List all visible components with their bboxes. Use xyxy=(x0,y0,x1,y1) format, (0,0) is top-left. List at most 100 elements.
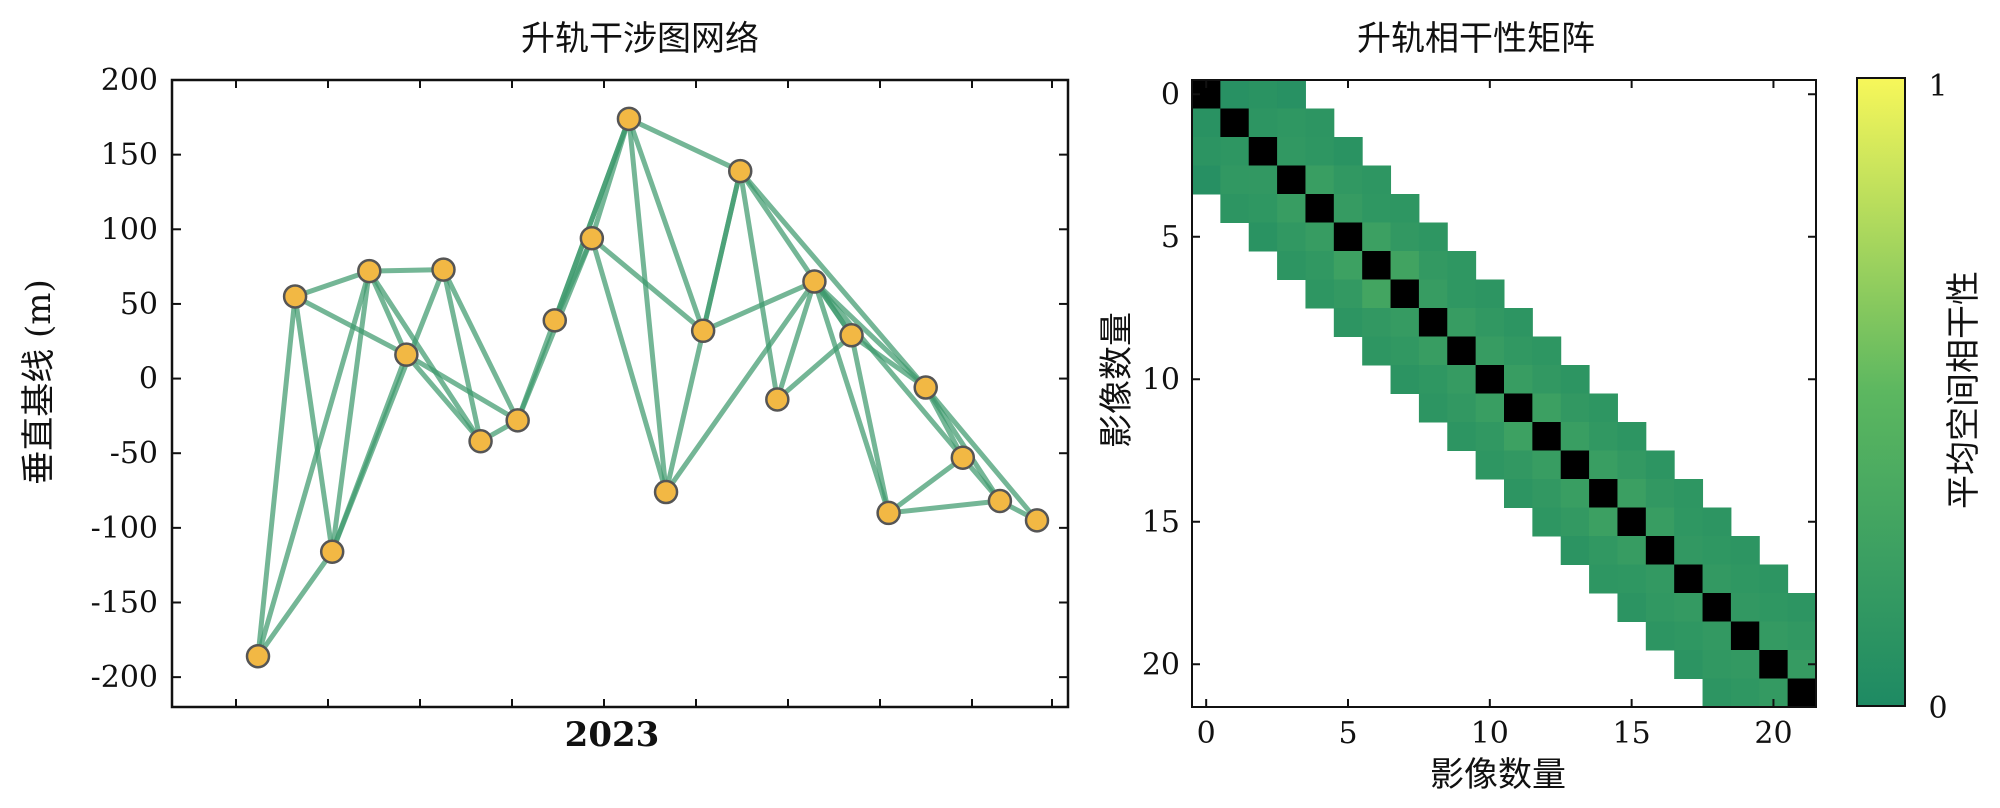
coherence-cell xyxy=(1504,308,1533,337)
diagonal-cell xyxy=(1730,621,1760,651)
network-edge xyxy=(403,352,521,423)
coherence-cell xyxy=(1475,450,1505,480)
coherence-cell xyxy=(1617,593,1647,622)
network-node xyxy=(653,479,679,505)
network-edge xyxy=(886,455,966,516)
network-edge xyxy=(626,116,669,495)
network-edge xyxy=(626,116,743,174)
coherence-cell xyxy=(1702,621,1732,651)
x-tick-label: 0 xyxy=(1197,716,1216,751)
network-node xyxy=(579,225,605,251)
coherence-cell xyxy=(1560,393,1590,423)
coherence-cell xyxy=(1475,308,1505,337)
coherence-cell xyxy=(1560,479,1590,508)
coherence-cell xyxy=(1333,165,1363,195)
coherence-cell xyxy=(1333,251,1363,280)
diagonal-cell xyxy=(1305,194,1335,223)
coherence-cell xyxy=(1787,621,1817,651)
network-node xyxy=(245,643,271,669)
coherence-cell xyxy=(1532,393,1562,423)
network-plot-frame xyxy=(170,78,1070,709)
coherence-cell xyxy=(1475,393,1505,423)
network-node xyxy=(319,539,345,564)
diagonal-cell xyxy=(1759,650,1789,679)
colorbar: 1 0 平均空间相干性 xyxy=(1856,69,1984,726)
y-tick-label: 0 xyxy=(139,362,158,397)
network-edge xyxy=(774,332,855,402)
diagonal-cell xyxy=(1702,593,1732,622)
colorbar-label: 平均空间相干性 xyxy=(1944,271,1984,509)
network-edge xyxy=(292,293,335,555)
coherence-cell xyxy=(1362,165,1392,195)
network-chart: 升轨干涉图网络 200 150 100 50 0 -50 -100 -150 -200 2023… xyxy=(19,19,1070,755)
coherence-cell xyxy=(1674,536,1704,565)
coherence-cell xyxy=(1504,479,1533,508)
coherence-plot-frame xyxy=(1191,79,1817,708)
network-node xyxy=(802,269,827,294)
coherence-cell xyxy=(1560,536,1590,565)
coherence-cell xyxy=(1248,194,1278,223)
coherence-cell xyxy=(1560,422,1590,451)
coherence-cell xyxy=(1674,593,1704,622)
network-edge xyxy=(366,268,484,444)
network-edge xyxy=(366,267,446,274)
coherence-cell xyxy=(1759,593,1789,622)
y-tick-label: 0 xyxy=(1161,77,1180,112)
diagonal-cell xyxy=(1220,108,1250,138)
coherence-cell xyxy=(1702,650,1732,679)
diagonal-cell xyxy=(1560,450,1590,480)
coherence-cell xyxy=(1475,279,1505,309)
y-tick-label: -100 xyxy=(91,511,158,546)
coherence-cell xyxy=(1333,194,1363,223)
coherence-cell xyxy=(1702,678,1732,708)
coherence-cell xyxy=(1248,222,1278,252)
coherence-cell xyxy=(1390,336,1420,366)
diagonal-cell xyxy=(1362,251,1392,280)
diagonal-cell xyxy=(1248,137,1278,166)
network-edge xyxy=(589,116,632,241)
coherence-cell xyxy=(1589,450,1618,480)
coherence-cell xyxy=(1220,80,1250,109)
coherence-cell xyxy=(1305,279,1335,309)
coherence-cell xyxy=(1220,194,1250,223)
coherence-cell xyxy=(1333,308,1363,337)
coherence-cell xyxy=(1277,137,1306,166)
coherence-cell xyxy=(1560,507,1590,537)
coherence-cell xyxy=(1305,251,1335,280)
coherence-cell xyxy=(1390,308,1420,337)
coherence-cell xyxy=(1645,593,1675,622)
network-node xyxy=(987,488,1013,514)
diagonal-cell xyxy=(1674,564,1704,594)
network-edge xyxy=(849,332,929,391)
coherence-cell xyxy=(1277,108,1306,138)
coherence-cell xyxy=(1418,222,1448,252)
diagonal-cell xyxy=(1390,279,1420,309)
coherence-cell xyxy=(1645,507,1675,537)
network-x-label: 2023 xyxy=(565,715,660,755)
coherence-cell xyxy=(1447,422,1477,451)
coherence-cell xyxy=(1362,308,1392,337)
coherence-cell xyxy=(1277,194,1306,223)
coherence-cell xyxy=(1220,165,1250,195)
coherence-cell xyxy=(1589,422,1618,451)
coherence-cell xyxy=(1418,336,1448,366)
y-tick-label: 20 xyxy=(1142,647,1180,682)
coherence-cell xyxy=(1390,365,1420,394)
network-edge xyxy=(255,549,335,659)
network-edge xyxy=(811,279,966,461)
network-edge xyxy=(329,267,446,555)
network-edge xyxy=(811,279,892,516)
y-tick-label: -150 xyxy=(91,586,158,621)
coherence-cell xyxy=(1418,251,1448,280)
coherence-cell xyxy=(1277,251,1306,280)
network-node xyxy=(950,445,976,470)
coherence-x-axis: 0 5 10 15 20 xyxy=(1197,80,1793,751)
coherence-cell xyxy=(1532,450,1562,480)
network-node xyxy=(1024,508,1050,533)
network-edge xyxy=(737,168,780,402)
network-edge xyxy=(255,293,298,659)
network-node xyxy=(505,408,530,433)
diagonal-cell xyxy=(1277,165,1306,195)
coherence-cell xyxy=(1362,194,1392,223)
coherence-cell xyxy=(1674,621,1704,651)
